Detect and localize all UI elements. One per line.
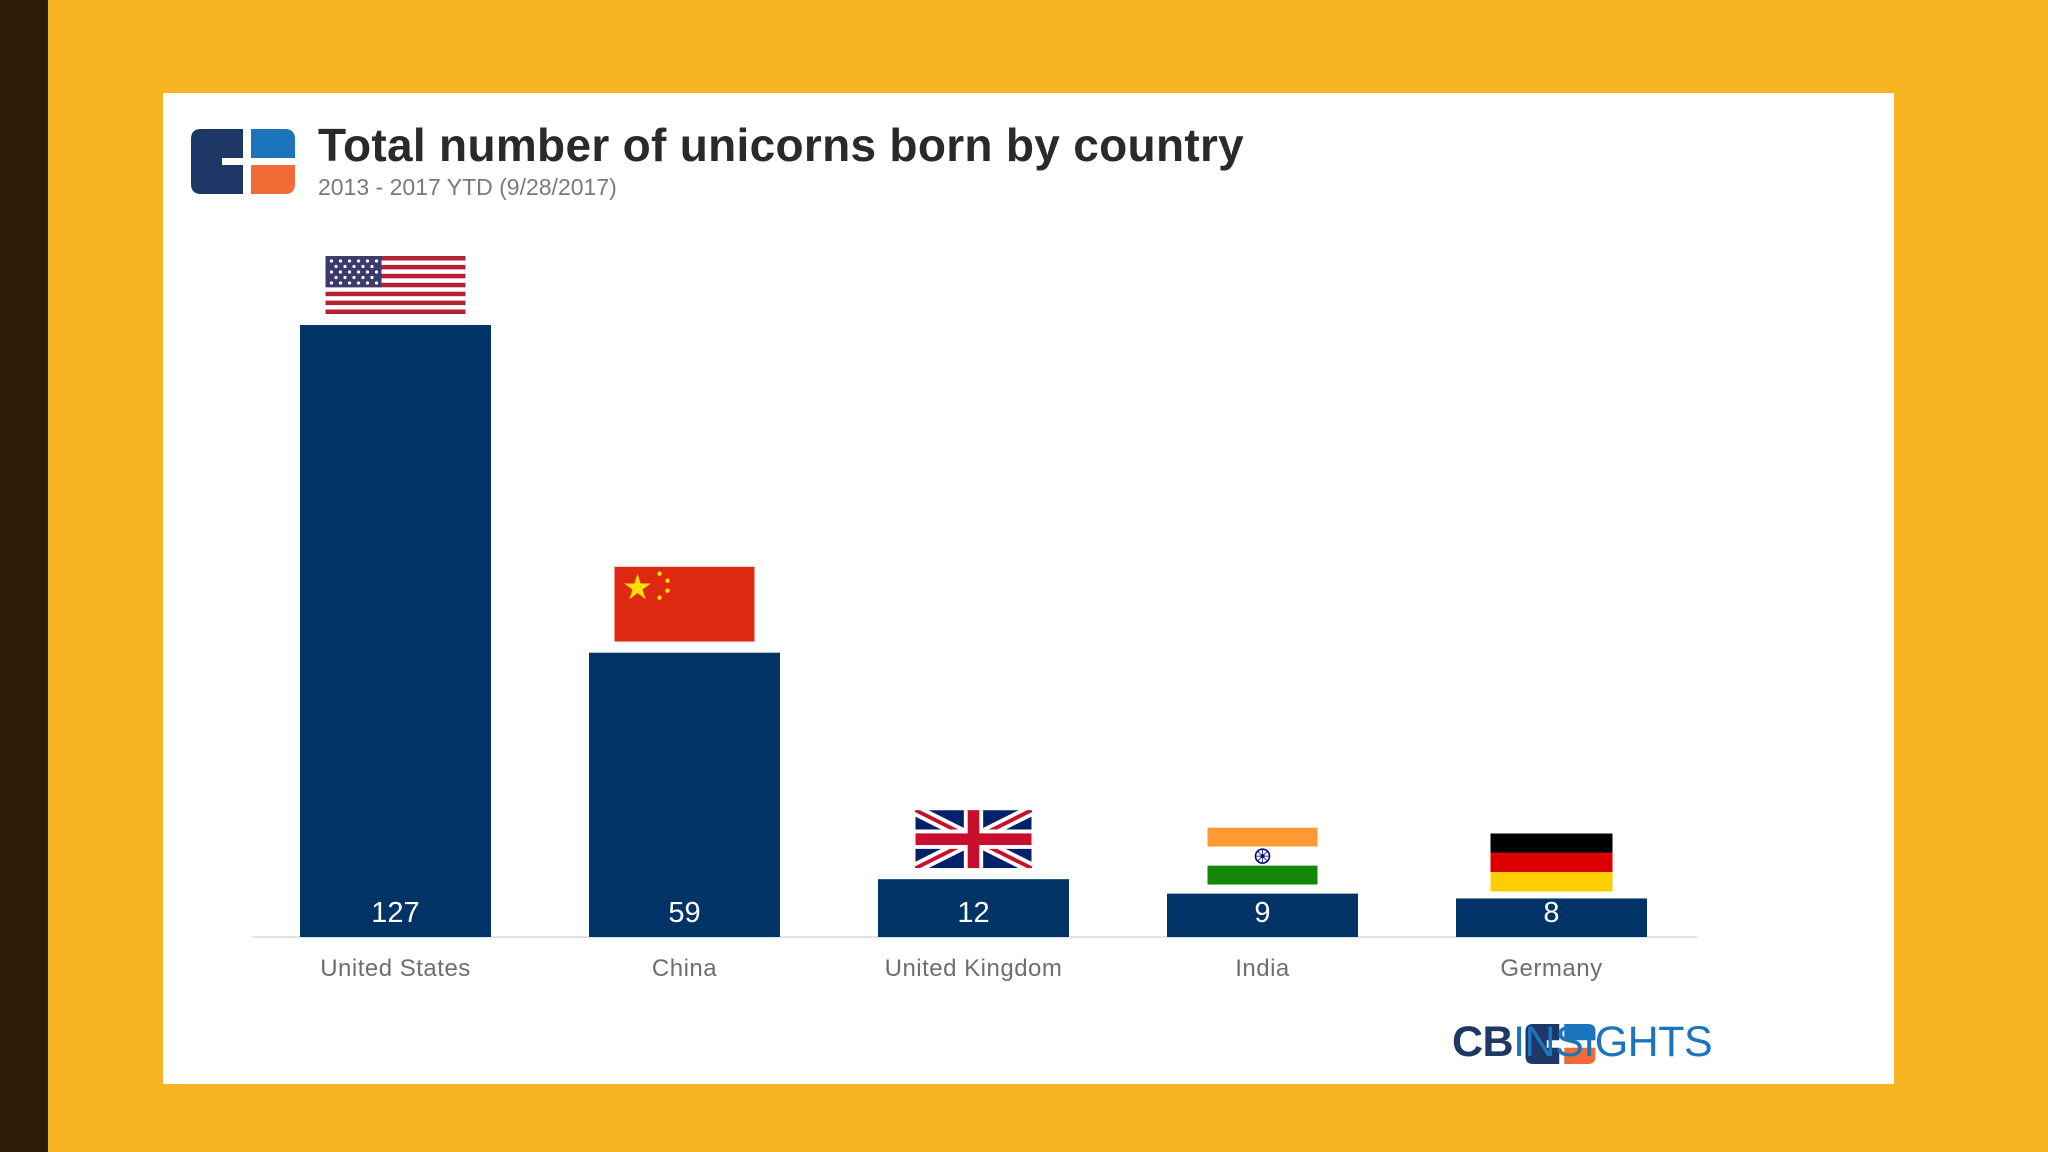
brand-insights: INSIGHTS: [1513, 1018, 1713, 1066]
category-label-3: India: [1235, 955, 1290, 982]
cb-insights-brand-logo-icon: [1525, 1024, 1596, 1064]
bar-3: [1167, 893, 1358, 937]
category-label-1: China: [652, 955, 717, 982]
data-label-2: 12: [957, 897, 989, 929]
germany-flag-icon: [1490, 833, 1613, 892]
left-dark-strip: [0, 0, 48, 1152]
uk-flag-icon: [916, 810, 1032, 868]
category-label-2: United Kingdom: [885, 955, 1063, 982]
brand-cb: CB: [1452, 1018, 1514, 1066]
india-flag-icon: [1207, 827, 1318, 885]
category-label-4: Germany: [1500, 955, 1602, 982]
cb-insights-logo-icon: [191, 129, 295, 194]
bar-1: [589, 652, 780, 937]
us-flag-icon: [325, 256, 466, 314]
data-label-0: 127: [371, 897, 419, 929]
data-label-3: 9: [1254, 897, 1270, 929]
china-flag-icon: [614, 566, 755, 642]
bar-2: [878, 879, 1069, 937]
brand-wordmark: CBINSIGHTS: [1452, 1018, 1713, 1066]
chart-title: Total number of unicorns born by country: [318, 119, 1245, 171]
data-label-1: 59: [668, 897, 700, 929]
bar-4: [1456, 898, 1647, 937]
category-label-0: United States: [320, 955, 471, 982]
data-label-4: 8: [1543, 897, 1559, 929]
bar-0: [300, 325, 491, 937]
chart-subtitle: 2013 - 2017 YTD (9/28/2017): [318, 174, 617, 200]
